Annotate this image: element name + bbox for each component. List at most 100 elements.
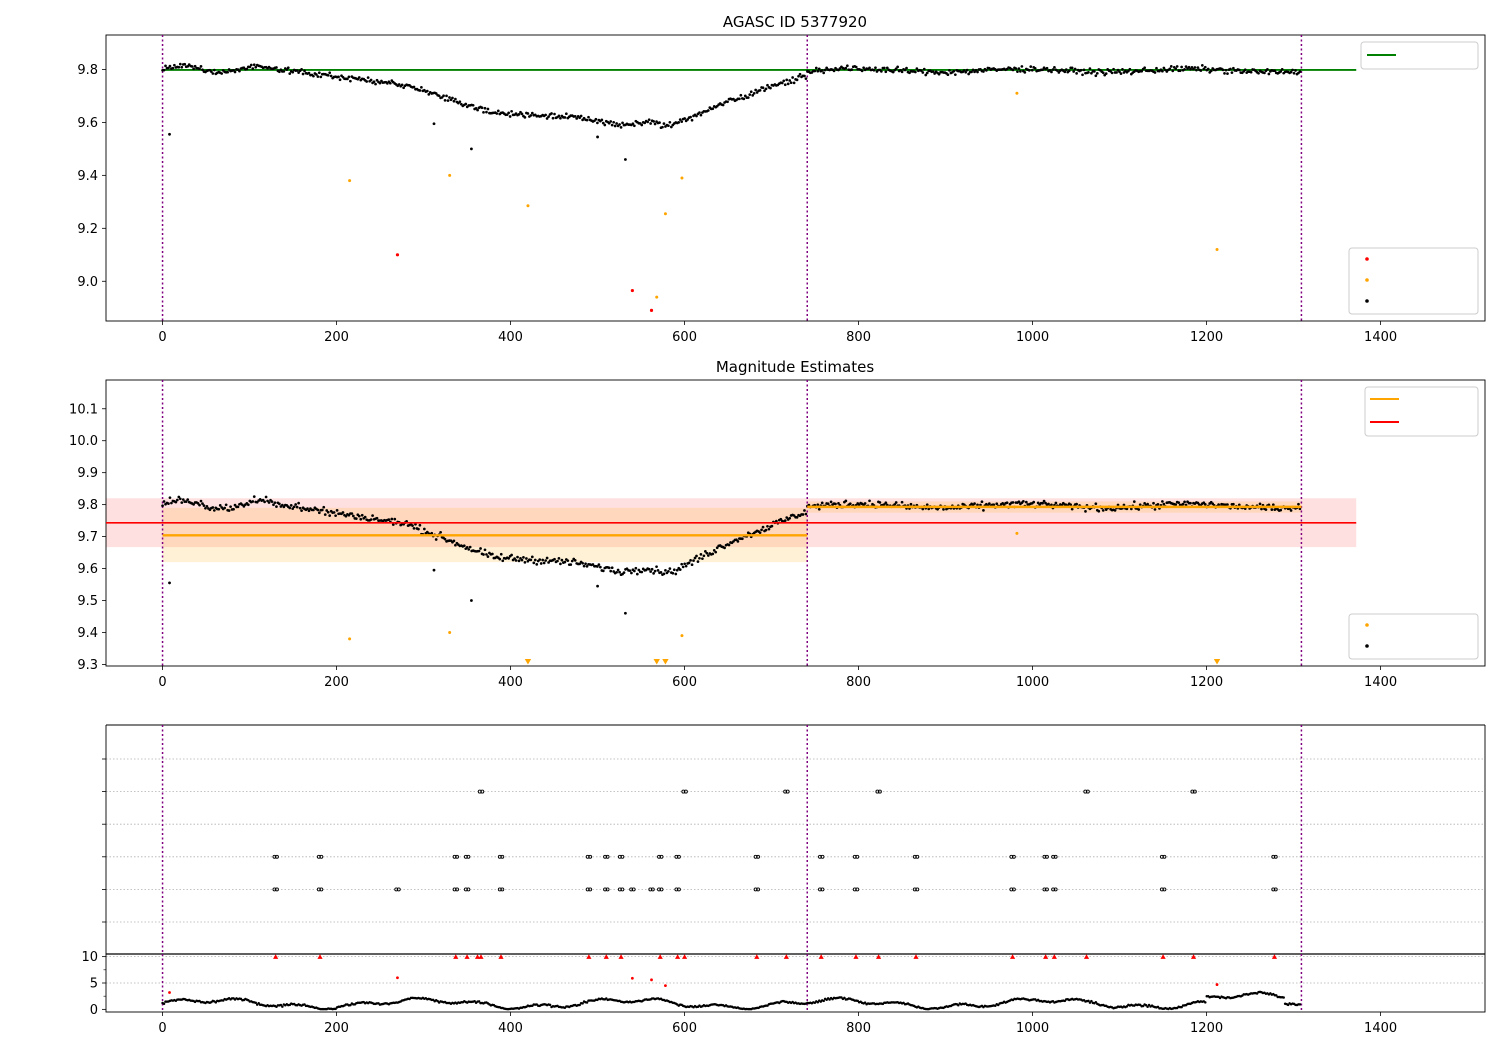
ok-point <box>1177 501 1181 504</box>
ok-point <box>677 121 681 124</box>
ok-point <box>948 69 951 72</box>
dr-point <box>281 1005 284 1008</box>
ok-point <box>1125 507 1129 511</box>
y-tick-label: 9.5 <box>77 594 98 609</box>
ok-point <box>1063 70 1067 74</box>
ok-point <box>328 514 332 517</box>
dr-flagged-point <box>1215 983 1219 986</box>
ok-point <box>584 562 587 566</box>
ok-point <box>432 568 436 572</box>
flag-event <box>1271 887 1276 892</box>
x-tick-label: 0 <box>158 1021 166 1036</box>
flag-event <box>605 887 610 892</box>
ok-point <box>529 114 533 117</box>
ok-point <box>624 611 627 615</box>
ok-point <box>681 565 685 569</box>
ok-point <box>797 74 800 78</box>
ok-point <box>659 571 663 574</box>
flags-plot-area <box>102 724 1486 955</box>
ok-point <box>400 83 404 87</box>
ok-point <box>1189 501 1192 505</box>
flag-event <box>585 887 590 892</box>
ok-point <box>1095 71 1099 75</box>
ok-point <box>338 78 342 82</box>
y-tick-label: 9.6 <box>77 116 98 131</box>
highlighted-point <box>680 176 684 180</box>
ok-point <box>976 503 979 507</box>
ok-point <box>505 113 509 117</box>
not-ok-point <box>630 288 634 293</box>
y-tick-label: 9.8 <box>77 63 98 78</box>
ok-point <box>775 519 778 523</box>
ok-point <box>715 546 719 550</box>
ok-point <box>168 64 172 68</box>
ok-point <box>178 497 182 501</box>
dr-capped-marker <box>1083 954 1090 959</box>
ok-point <box>764 87 768 91</box>
dr-point <box>863 1001 867 1004</box>
ok-point <box>325 509 329 512</box>
ok-point <box>1270 508 1274 512</box>
ok-point <box>300 67 303 71</box>
ok-point <box>1087 71 1090 74</box>
flag-event <box>1042 854 1047 859</box>
ok-point <box>872 68 876 72</box>
ok-point <box>903 68 907 72</box>
ok-point <box>350 512 354 515</box>
ok-point <box>180 501 184 504</box>
dr-capped-marker <box>464 954 470 959</box>
ok-point <box>1294 69 1297 72</box>
ok-point <box>662 122 666 125</box>
ok-point <box>1011 501 1015 504</box>
ok-point <box>1260 507 1263 511</box>
ok-point <box>1224 68 1228 72</box>
x-tick-label: 600 <box>672 675 697 690</box>
ok-point <box>763 89 766 93</box>
ok-point <box>510 109 513 113</box>
ok-point <box>267 501 271 504</box>
highlighted-point <box>655 295 659 299</box>
dr-point <box>477 1000 481 1003</box>
flag-event <box>629 887 634 892</box>
ok-point <box>483 548 487 552</box>
ok-point <box>1097 509 1101 513</box>
flag-event <box>275 887 279 892</box>
dr-capped-marker <box>818 954 824 959</box>
ok-point <box>678 118 682 121</box>
ok-point <box>1258 502 1262 506</box>
ok-point <box>198 503 201 507</box>
legend-frame <box>1348 613 1479 660</box>
dr-capped-marker <box>1051 954 1057 959</box>
ok-point <box>668 120 672 124</box>
ok-point <box>1090 71 1093 75</box>
offscale-marker <box>524 659 532 665</box>
ok-point <box>575 117 579 120</box>
ok-point <box>613 124 617 128</box>
dr-point <box>1286 1003 1290 1007</box>
highlighted-point <box>448 173 452 177</box>
ok-point <box>754 88 758 92</box>
flag-event <box>674 854 679 859</box>
ok-point <box>803 74 806 78</box>
ok-point <box>1113 509 1117 512</box>
ok-point <box>705 551 709 555</box>
dr-point <box>1298 1003 1302 1006</box>
ok-point <box>1196 66 1200 69</box>
ok-point <box>485 110 488 114</box>
ok-point <box>573 559 577 562</box>
ok-point <box>449 98 453 102</box>
ok-point <box>539 562 543 565</box>
ok-point <box>619 126 623 129</box>
ok-point <box>315 73 318 76</box>
ok-point <box>820 69 824 72</box>
ok-point <box>628 569 632 573</box>
ok-point <box>690 563 694 567</box>
ok-points <box>161 495 1302 615</box>
ok-point <box>1104 72 1108 75</box>
ok-point <box>610 566 614 570</box>
flag-event <box>915 854 920 859</box>
ok-point <box>344 514 348 518</box>
ok-point <box>761 86 765 90</box>
ok-point <box>621 121 624 125</box>
y-tick-label: 9.2 <box>77 222 98 237</box>
